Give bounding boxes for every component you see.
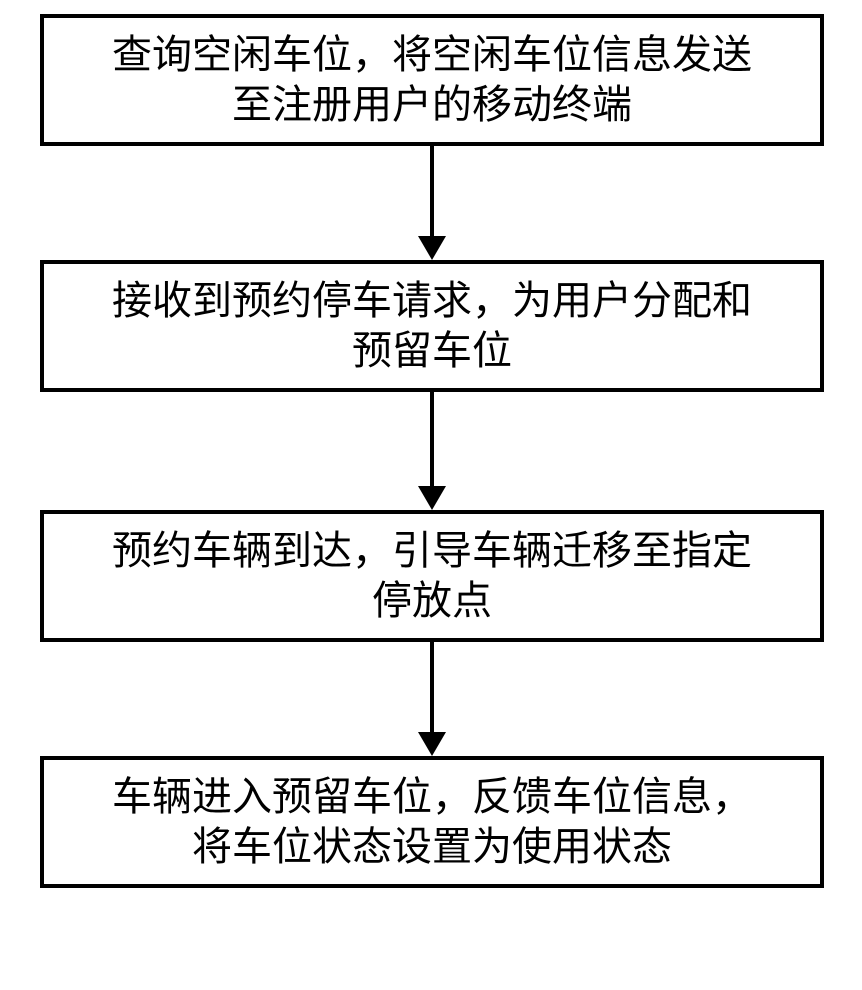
flowchart-container: 查询空闲车位，将空闲车位信息发送 至注册用户的移动终端 接收到预约停车请求，为用… <box>0 0 862 990</box>
arrow-line <box>430 146 434 238</box>
arrow-line <box>430 642 434 734</box>
flow-node-1-text: 查询空闲车位，将空闲车位信息发送 至注册用户的移动终端 <box>112 30 752 130</box>
arrow-head-icon <box>418 732 446 756</box>
flow-node-4: 车辆进入预留车位，反馈车位信息， 将车位状态设置为使用状态 <box>40 756 824 888</box>
arrow-line <box>430 392 434 488</box>
arrow-head-icon <box>418 486 446 510</box>
flow-node-1: 查询空闲车位，将空闲车位信息发送 至注册用户的移动终端 <box>40 14 824 146</box>
flow-node-3: 预约车辆到达，引导车辆迁移至指定 停放点 <box>40 510 824 642</box>
flow-node-4-text: 车辆进入预留车位，反馈车位信息， 将车位状态设置为使用状态 <box>112 772 752 872</box>
arrow-head-icon <box>418 236 446 260</box>
flow-node-3-text: 预约车辆到达，引导车辆迁移至指定 停放点 <box>112 526 752 626</box>
flow-node-2-text: 接收到预约停车请求，为用户分配和 预留车位 <box>112 276 752 376</box>
flow-node-2: 接收到预约停车请求，为用户分配和 预留车位 <box>40 260 824 392</box>
